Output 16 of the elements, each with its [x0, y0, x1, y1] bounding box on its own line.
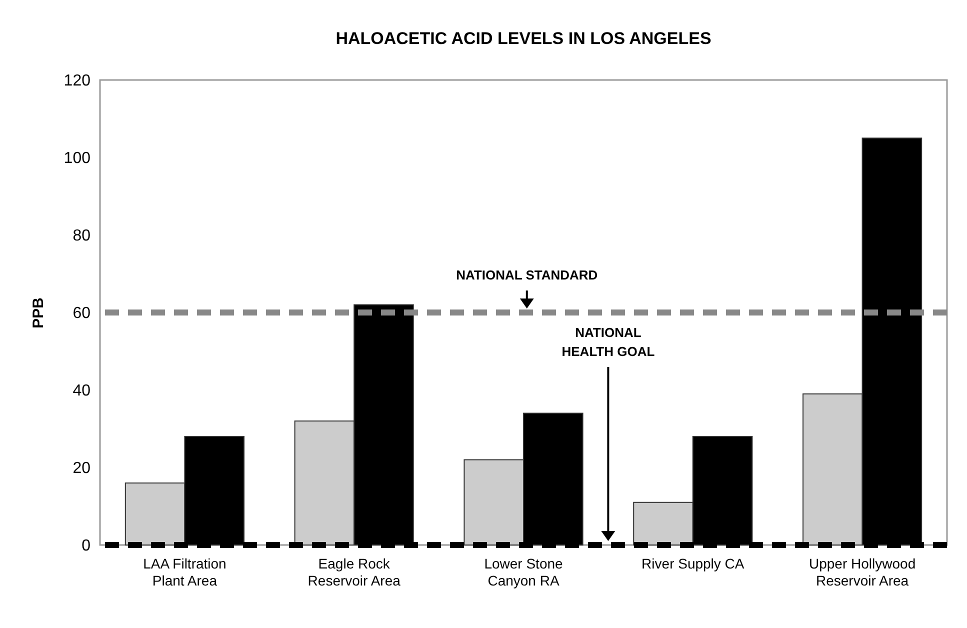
x-tick-label: Lower Stone Canyon RA — [484, 556, 564, 588]
ref-line-label: NATIONAL HEALTH GOAL — [562, 325, 655, 359]
x-tick-label: River Supply CA — [642, 556, 745, 572]
y-tick-label: 0 — [82, 538, 91, 554]
ref-line-label: NATIONAL STANDARD — [456, 268, 598, 282]
chart-title: HALOACETIC ACID LEVELS IN LOS ANGELES — [336, 29, 712, 48]
x-tick-label: LAA Filtration Plant Area — [143, 556, 226, 588]
x-tick-label: Eagle Rock Reservoir Area — [308, 556, 401, 588]
y-tick-label: 20 — [72, 460, 91, 477]
y-tick-label: 100 — [64, 150, 91, 167]
x-tick-label: Upper Hollywood Reservoir Area — [808, 556, 916, 588]
y-tick-label: 80 — [72, 228, 91, 244]
y-tick-label: 60 — [72, 305, 91, 322]
y-tick-label: 120 — [64, 72, 91, 90]
y-axis-title: PPB — [30, 297, 47, 328]
y-tick-label: 40 — [72, 382, 91, 400]
